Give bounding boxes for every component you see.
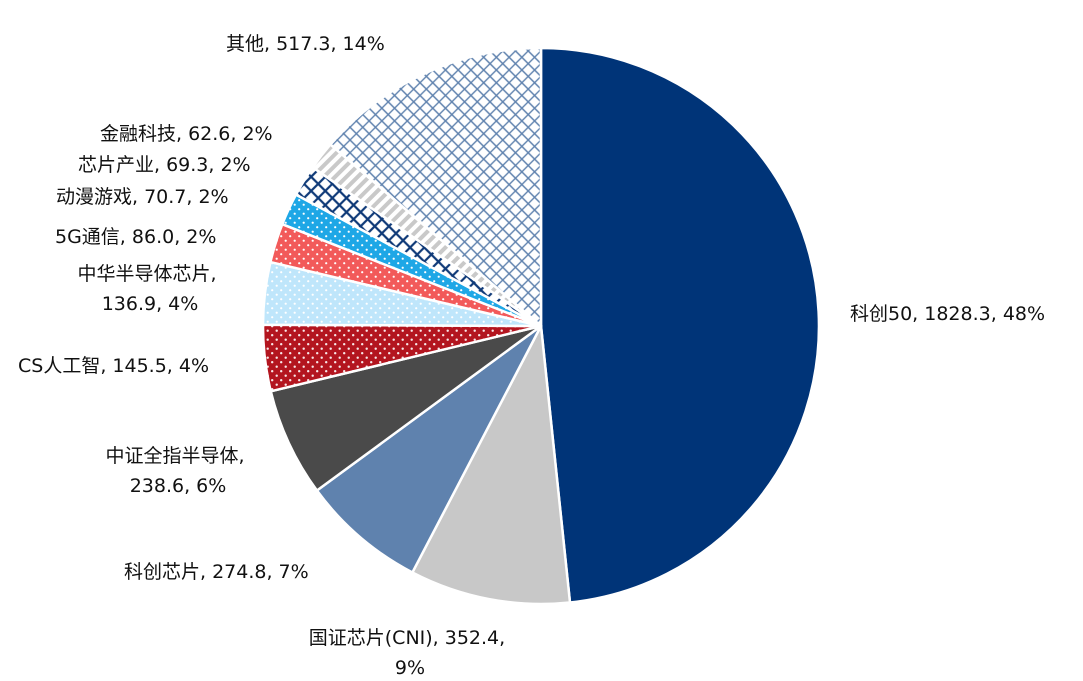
pie-labels: 科创50, 1828.3, 48% 国证芯片(CNI), 352.4, 9% 科… — [18, 33, 1045, 679]
slice-label-kechuang50: 科创50, 1828.3, 48% — [850, 303, 1045, 325]
pie-slice-0 — [539, 46, 821, 604]
slice-label-csi-semiconductor: 中证全指半导体, 238.6, 6% — [105, 445, 250, 497]
slice-label-5g: 5G通信, 86.0, 2% — [55, 226, 216, 248]
pie-slice-2 — [315, 324, 543, 574]
slice-label-guozheng-chip: 国证芯片(CNI), 352.4, 9% — [309, 627, 511, 679]
slice-label-cs-ai: CS人工智, 145.5, 4% — [18, 355, 209, 377]
slice-label-fintech: 金融科技, 62.6, 2% — [100, 123, 273, 145]
pie-slices — [261, 46, 821, 606]
slice-label-kechuang-chip: 科创芯片, 274.8, 7% — [124, 561, 309, 583]
slice-label-china-semiconductor: 中华半导体芯片, 136.9, 4% — [77, 263, 222, 315]
slice-label-animation-games: 动漫游戏, 70.7, 2% — [56, 186, 229, 208]
slice-label-other: 其他, 517.3, 14% — [226, 33, 385, 55]
slice-label-chip-industry: 芯片产业, 69.3, 2% — [78, 154, 251, 176]
pie-slice-10 — [329, 46, 543, 328]
pie-slice-1 — [411, 324, 572, 606]
